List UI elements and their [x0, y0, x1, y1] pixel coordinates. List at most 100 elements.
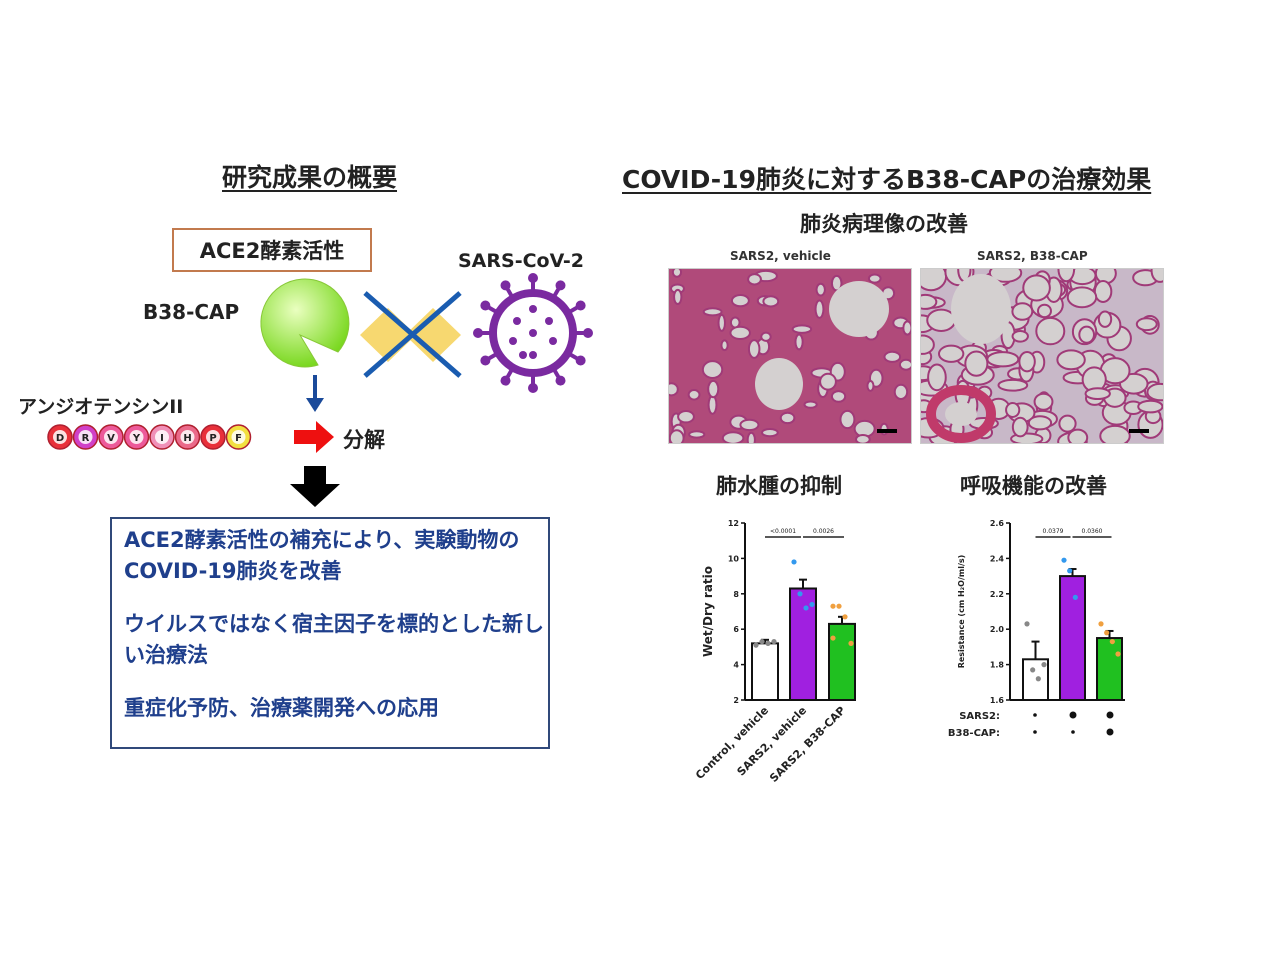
alveolar-space — [1058, 414, 1077, 433]
alveolar-space — [747, 273, 762, 286]
alveolar-space — [1067, 428, 1089, 443]
b38-cap-label: B38-CAP — [143, 300, 240, 324]
spike-binding-diamond-icon — [360, 308, 416, 362]
edema-title: 肺水腫の抑制 — [716, 474, 842, 498]
alveolar-space — [951, 274, 1011, 344]
p-value-label: <0.0001 — [770, 528, 796, 535]
alveolar-space — [1033, 392, 1054, 411]
p-value-label: 0.0026 — [813, 528, 834, 535]
data-point — [771, 638, 777, 645]
alveolar-space — [1011, 302, 1034, 321]
virus-spike-tip — [500, 375, 511, 386]
alveolar-space — [673, 288, 683, 305]
alveolar-space — [926, 308, 957, 332]
alveolar-space — [829, 281, 889, 337]
alveolar-space — [839, 409, 856, 430]
bar — [789, 587, 817, 701]
alveolar-space — [819, 372, 837, 391]
data-point — [1104, 630, 1110, 636]
amino-acid-letter: V — [107, 433, 115, 444]
alveolar-space — [739, 418, 760, 432]
virus-spike-tip — [583, 328, 593, 338]
alveolar-space — [1135, 317, 1158, 332]
y-tick-label: 1.6 — [990, 696, 1005, 705]
ace2-activity-box: ACE2酵素活性 — [172, 228, 372, 272]
y-tick-label: 1.8 — [990, 661, 1005, 670]
scale-bar — [1129, 429, 1149, 433]
alveolar-space — [1036, 303, 1052, 319]
alveolar-space — [688, 430, 706, 439]
scale-bar — [877, 429, 897, 433]
alveolar-space — [1022, 274, 1051, 302]
bar — [828, 622, 856, 701]
virus-dot — [513, 317, 521, 325]
summary-point: ウイルスではなく宿主因子を標的とした新しい治療法 — [124, 612, 544, 667]
virus-spike-tip — [473, 328, 483, 338]
alveolar-space — [1066, 286, 1098, 309]
y-tick-label: 6 — [733, 625, 739, 634]
condition-row-label: SARS2: — [959, 711, 1000, 722]
y-tick-label: 10 — [728, 554, 740, 563]
alveolar-space — [1084, 387, 1111, 401]
data-point — [848, 640, 854, 646]
amino-acid-letter: Y — [132, 433, 141, 444]
data-point — [809, 601, 815, 608]
data-point — [1098, 621, 1104, 627]
alveolar-space — [669, 382, 679, 397]
data-point — [765, 640, 771, 646]
data-point — [1109, 638, 1115, 645]
y-tick-label: 2.0 — [990, 625, 1005, 634]
plus-marker — [1069, 711, 1077, 719]
alveolar-space — [747, 339, 761, 359]
alveolar-space — [730, 293, 750, 308]
alveolar-space — [762, 295, 780, 308]
histology-image-vehicle — [668, 268, 912, 444]
alveolar-space — [1099, 424, 1131, 443]
amino-acid-bead-center — [53, 430, 67, 444]
data-point — [1067, 568, 1073, 574]
data-point — [1030, 667, 1036, 673]
alveolar-space — [921, 293, 938, 310]
alveolar-space — [1137, 399, 1163, 414]
virus-spike-tip — [575, 300, 586, 311]
amino-acid-bead-center — [104, 430, 118, 444]
alveolar-space — [717, 313, 726, 332]
histology-image-b38-cap — [920, 268, 1164, 444]
alveolar-space — [669, 429, 685, 443]
angiotensin-label: アンジオテンシンII — [18, 396, 184, 418]
alveolar-space — [867, 273, 882, 284]
alveolar-space — [1011, 416, 1029, 438]
virus-label: SARS-CoV-2 — [458, 250, 585, 272]
virus-spike-tip — [480, 355, 491, 366]
alveolar-space — [671, 269, 683, 278]
data-point — [791, 559, 797, 565]
alveolar-space — [761, 428, 779, 438]
virus-dot — [549, 337, 557, 345]
degradation-label: 分解 — [343, 428, 385, 452]
alveolar-space — [927, 363, 947, 392]
minus-marker — [1033, 730, 1037, 734]
data-point — [1072, 594, 1078, 600]
summary-box: ACE2酵素活性の補充により、実験動物のCOVID-19肺炎を改善 ウイルスでは… — [110, 517, 550, 749]
image-caption-vehicle: SARS2, vehicle — [730, 249, 831, 263]
virus-spike-tip — [555, 375, 566, 386]
alveolar-space — [720, 339, 729, 352]
y-axis-label: Resistance (cm H₂O/ml/s) — [957, 555, 966, 669]
virus-dot — [519, 351, 527, 359]
data-point — [803, 605, 809, 611]
data-point — [1041, 662, 1047, 668]
down-arrow-head-icon — [306, 398, 324, 412]
respiratory-title: 呼吸機能の改善 — [960, 474, 1107, 498]
vessel-lumen — [945, 402, 977, 426]
alveolar-space — [1150, 269, 1163, 283]
p-value-label: 0.0379 — [1043, 528, 1064, 535]
amino-acid-bead-center — [129, 430, 144, 444]
virus-dot — [529, 351, 537, 359]
data-point — [1035, 676, 1041, 682]
virus-dot — [545, 317, 553, 325]
alveolar-space — [902, 320, 911, 336]
alveolar-space — [794, 333, 804, 351]
alveolar-space — [1093, 280, 1113, 304]
alveolar-space — [677, 410, 695, 424]
